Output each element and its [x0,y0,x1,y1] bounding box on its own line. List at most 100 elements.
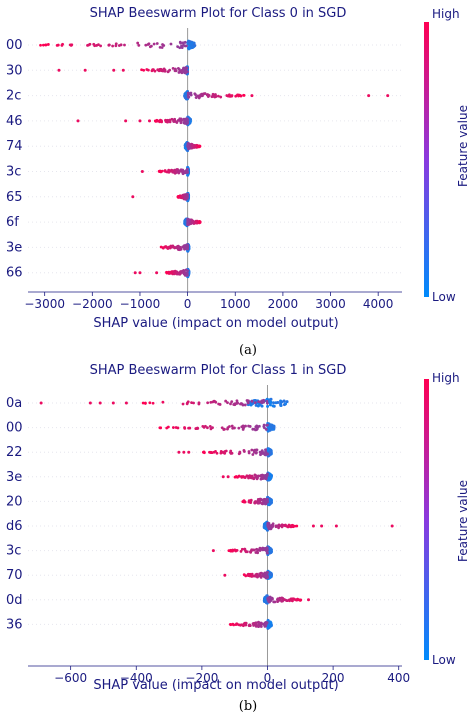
shap-point [185,273,189,277]
shap-point [266,502,270,506]
shap-point [257,400,260,404]
shap-point [186,92,190,96]
shap-point [206,426,209,430]
panel-a-colorbar-low: Low [432,290,456,304]
shap-point [266,626,270,630]
shap-outlier [140,170,144,173]
shap-point [161,246,165,250]
shap-point [87,43,90,47]
shap-point [248,425,252,428]
shap-point [247,499,251,503]
feature-label: 3c [6,544,21,559]
shap-point [215,451,219,455]
shap-point [41,43,45,47]
panel-b: SHAP Beeswarm Plot for Class 1 in SGD 0a… [6,363,470,714]
shap-point [99,44,103,48]
shap-point [279,401,283,405]
shap-point [253,398,257,402]
shap-point [214,400,218,404]
shap-point [173,170,176,174]
shap-point [231,549,234,553]
shap-point [252,548,256,552]
shap-point [238,450,242,454]
shap-point [253,401,257,405]
shap-outlier [367,94,371,98]
shap-point [166,170,170,173]
shap-outlier [112,68,116,72]
shap-point [168,246,172,250]
shap-point [166,120,169,124]
panel-a-x-ticks: −3000 −2000 −1000 0 1000 2000 3000 4000 [24,292,393,311]
shap-outlier [147,119,151,123]
shap-point [202,425,206,429]
feature-label: 00 [6,38,23,53]
shap-point [240,475,244,479]
panel-b-colorbar-label: Feature value [456,480,470,562]
shap-point [260,449,264,453]
shap-point [239,549,243,553]
shap-point [247,474,251,478]
shap-point [250,574,254,577]
shap-point [97,43,100,46]
shap-point [199,93,203,97]
shap-point [186,247,189,251]
shap-point [247,572,250,576]
shap-point [244,574,248,578]
shap-outlier [131,195,135,199]
shap-point [141,401,145,405]
panel-a-colorbar: High Low Feature value [424,7,470,304]
shap-point [168,120,172,124]
shap-point [144,43,148,47]
shap-point [181,67,185,71]
shap-point [114,42,118,46]
shap-point [55,43,59,47]
shap-point [219,95,223,99]
shap-point [165,426,169,430]
shap-point [250,448,254,452]
shap-point [186,121,189,125]
shap-point [203,92,207,95]
shap-outlier [138,119,142,123]
shap-point [187,95,191,99]
shap-point [242,449,246,452]
shap-point [183,271,187,275]
shap-outlier [334,524,338,528]
shap-point [137,43,141,47]
shap-outlier [211,549,215,553]
shap-point [268,400,272,404]
shap-point [284,402,288,406]
shap-point [264,453,267,457]
shap-point [257,501,261,505]
shap-point [298,598,302,602]
shap-point [270,525,274,529]
shap-point [252,622,256,625]
shap-point [240,402,244,406]
shap-point [163,169,167,172]
shap-point [206,401,210,405]
shap-point [169,42,173,46]
shap-point [268,472,272,476]
shap-point [161,43,164,46]
shap-point [194,221,198,224]
panel-b-caption: (b) [239,699,257,714]
shap-point [111,44,115,48]
shap-point [259,623,263,626]
panel-a-x-axis-label: SHAP value (impact on model output) [93,316,338,331]
shap-point [70,43,74,47]
shap-point [281,524,285,527]
shap-point [178,40,182,44]
panel-b-colorbar-gradient [424,379,429,660]
shap-outlier [311,524,315,528]
shap-point [259,547,262,551]
shap-point [253,448,257,452]
shap-point [247,451,251,455]
shap-point [179,69,183,73]
shap-point [208,424,212,428]
shap-point [235,475,239,479]
shap-point [268,403,272,407]
shap-point [184,245,188,249]
shap-point [171,66,175,70]
shap-point [291,523,294,527]
shap-point [255,424,259,428]
shap-outlier [223,573,227,577]
